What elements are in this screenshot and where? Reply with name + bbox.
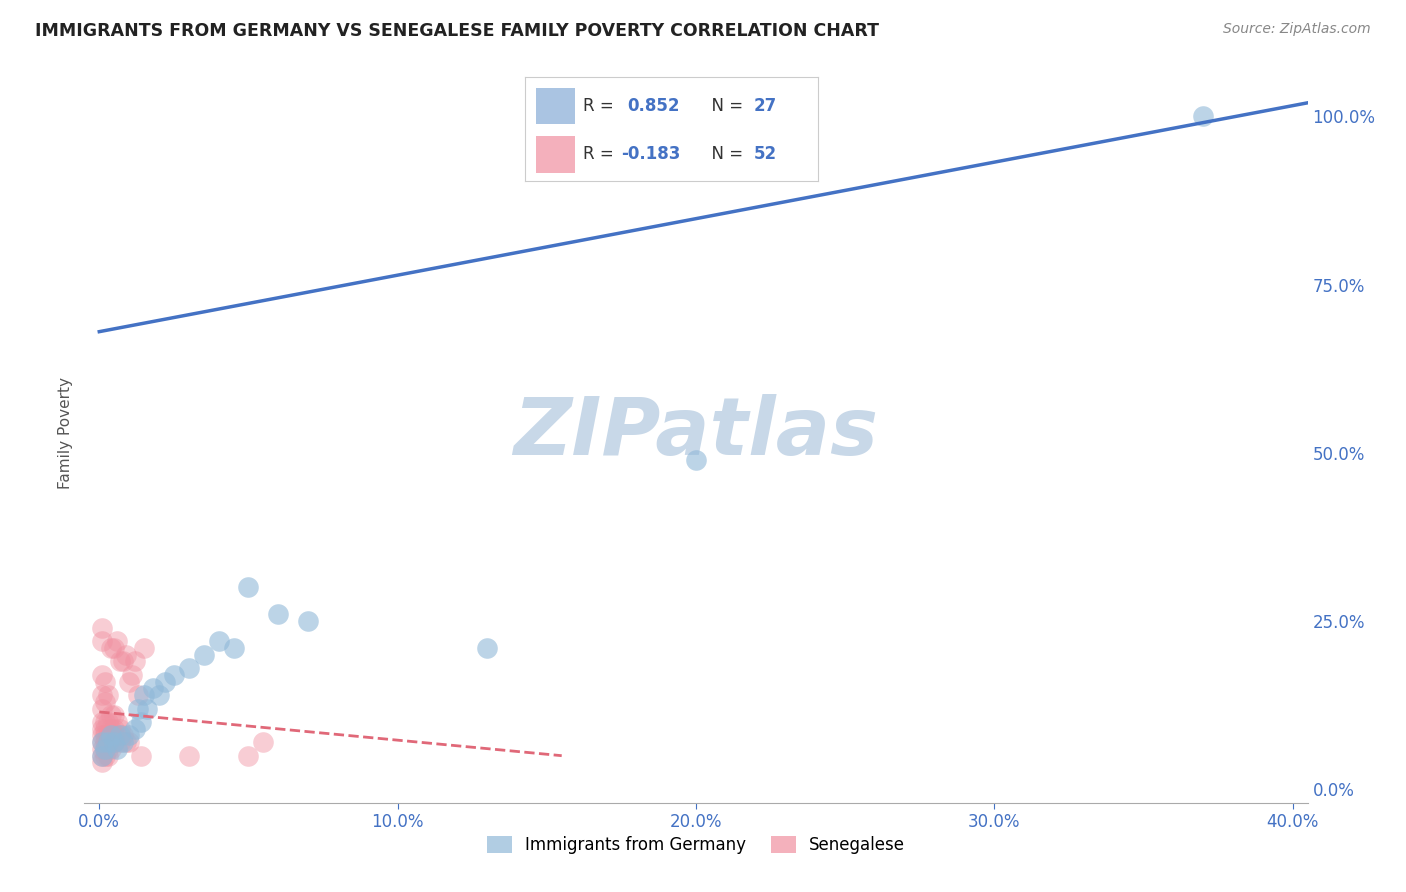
Point: [97, 748, 120, 763]
Point: [193, 648, 215, 662]
Point: [91, 735, 114, 749]
Point: [177, 661, 200, 675]
Point: [103, 640, 125, 655]
Point: [91, 729, 114, 743]
Point: [252, 735, 274, 749]
Point: [94, 695, 117, 709]
Point: [238, 581, 260, 595]
Point: [94, 742, 117, 756]
Point: [91, 668, 114, 682]
Text: Source: ZipAtlas.com: Source: ZipAtlas.com: [1223, 22, 1371, 37]
Point: [100, 729, 122, 743]
Text: IMMIGRANTS FROM GERMANY VS SENEGALESE FAMILY POVERTY CORRELATION CHART: IMMIGRANTS FROM GERMANY VS SENEGALESE FA…: [35, 22, 879, 40]
Point: [132, 688, 155, 702]
Y-axis label: Family Poverty: Family Poverty: [58, 376, 73, 489]
Point: [91, 756, 114, 770]
Point: [475, 640, 498, 655]
Point: [94, 729, 117, 743]
Point: [91, 742, 114, 756]
Point: [91, 714, 114, 729]
Point: [91, 735, 114, 749]
Point: [91, 634, 114, 648]
Point: [105, 634, 128, 648]
Point: [1192, 109, 1215, 123]
Point: [153, 674, 176, 689]
Point: [115, 648, 138, 662]
Point: [103, 729, 125, 743]
Point: [108, 722, 131, 736]
Point: [124, 655, 146, 669]
Point: [105, 742, 128, 756]
Point: [103, 735, 125, 749]
Point: [118, 729, 141, 743]
Point: [238, 748, 260, 763]
Point: [100, 722, 122, 736]
Point: [100, 640, 122, 655]
Point: [136, 701, 159, 715]
Point: [94, 714, 117, 729]
Point: [297, 614, 319, 628]
Point: [207, 634, 229, 648]
Point: [91, 701, 114, 715]
Point: [108, 735, 131, 749]
Point: [91, 722, 114, 736]
Point: [127, 701, 149, 715]
Point: [127, 688, 149, 702]
Point: [94, 735, 117, 749]
Point: [103, 735, 125, 749]
Point: [108, 655, 131, 669]
Point: [105, 729, 128, 743]
Text: ZIPatlas: ZIPatlas: [513, 393, 879, 472]
Point: [124, 722, 146, 736]
Point: [142, 681, 165, 696]
Point: [112, 655, 135, 669]
Point: [100, 708, 122, 723]
Point: [100, 742, 122, 756]
Point: [267, 607, 290, 622]
Point: [129, 748, 152, 763]
Point: [132, 640, 155, 655]
Point: [91, 748, 114, 763]
Point: [118, 674, 141, 689]
Point: [118, 735, 141, 749]
Point: [222, 640, 245, 655]
Point: [94, 722, 117, 736]
Point: [94, 674, 117, 689]
Point: [177, 748, 200, 763]
Point: [91, 621, 114, 635]
Point: [148, 688, 170, 702]
Point: [97, 742, 120, 756]
Point: [103, 722, 125, 736]
Point: [91, 688, 114, 702]
Point: [91, 748, 114, 763]
Point: [94, 742, 117, 756]
Point: [97, 735, 120, 749]
Point: [108, 729, 131, 743]
Point: [115, 735, 138, 749]
Point: [94, 748, 117, 763]
Point: [103, 708, 125, 723]
Point: [129, 714, 152, 729]
Point: [97, 729, 120, 743]
Point: [112, 729, 135, 743]
Point: [121, 668, 143, 682]
Point: [685, 452, 707, 467]
Point: [105, 714, 128, 729]
Point: [97, 688, 120, 702]
Point: [163, 668, 186, 682]
Point: [112, 735, 135, 749]
Legend: Immigrants from Germany, Senegalese: Immigrants from Germany, Senegalese: [479, 830, 912, 861]
Point: [97, 735, 120, 749]
Point: [100, 735, 122, 749]
Point: [97, 714, 120, 729]
